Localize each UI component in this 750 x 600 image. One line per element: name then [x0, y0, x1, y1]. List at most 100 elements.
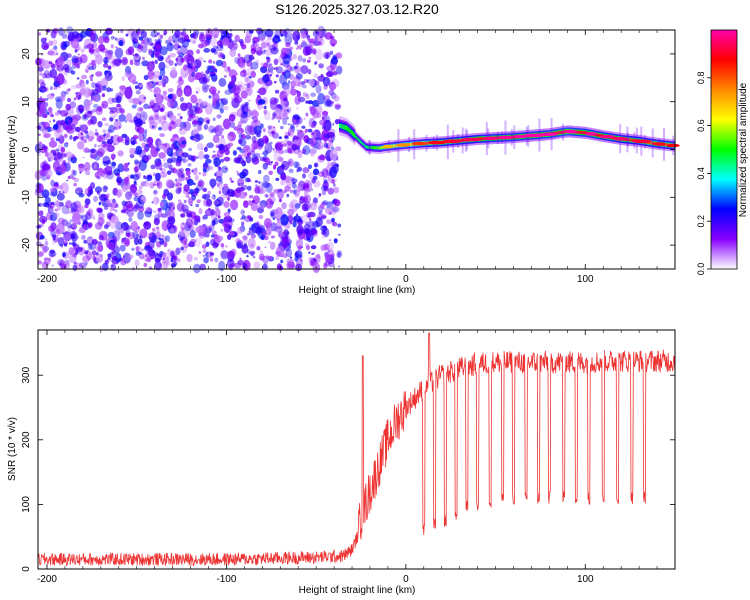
noise-blob — [175, 247, 181, 256]
noise-blob — [291, 178, 298, 184]
noise-blob — [311, 178, 316, 184]
noise-blob — [176, 91, 181, 96]
noise-blob — [63, 64, 70, 70]
noise-blob — [112, 230, 121, 242]
noise-blob — [187, 244, 191, 247]
noise-blob — [248, 36, 251, 40]
noise-blob — [236, 130, 242, 135]
noise-blob — [323, 133, 331, 139]
noise-blob — [265, 222, 272, 229]
noise-blob — [293, 161, 299, 169]
noise-blob — [50, 212, 58, 222]
noise-blob — [234, 34, 240, 43]
noise-blob — [175, 188, 181, 195]
noise-blob — [275, 177, 280, 181]
noise-blob — [317, 99, 320, 104]
ridge-strip — [631, 138, 634, 142]
noise-blob — [54, 212, 60, 218]
ridge-peak — [427, 140, 446, 145]
ridge-strip — [365, 145, 368, 149]
noise-blob — [84, 213, 92, 220]
noise-blob — [324, 32, 333, 40]
noise-blob — [138, 246, 143, 253]
noise-blob — [132, 231, 139, 240]
noise-blob — [72, 264, 78, 271]
noise-blob — [71, 154, 76, 160]
noise-blob — [213, 33, 218, 39]
noise-blob — [49, 191, 54, 197]
noise-blob — [81, 74, 88, 80]
ridge-strip — [652, 141, 654, 145]
noise-blob — [77, 53, 81, 56]
noise-blob — [182, 208, 189, 214]
ridge-strip — [377, 146, 380, 150]
noise-blob — [253, 261, 261, 269]
noise-blob — [219, 108, 224, 114]
noise-blob — [63, 70, 68, 76]
noise-blob — [253, 114, 256, 116]
noise-blob — [67, 151, 72, 158]
noise-blob — [61, 33, 68, 39]
noise-blob — [176, 84, 182, 91]
noise-blob — [90, 115, 97, 125]
noise-blob — [318, 193, 322, 197]
noise-blob — [151, 51, 155, 54]
noise-blob — [312, 30, 319, 38]
noise-blob — [321, 190, 326, 196]
noise-blob — [289, 189, 294, 194]
noise-blob — [245, 77, 249, 83]
noise-blob — [208, 224, 215, 231]
noise-blob — [250, 243, 254, 247]
noise-blob — [89, 244, 93, 250]
noise-blob — [268, 255, 272, 260]
noise-blob — [223, 215, 232, 223]
noise-blob — [281, 202, 287, 210]
noise-blob — [208, 165, 214, 171]
noise-blob — [229, 121, 236, 128]
noise-blob — [55, 148, 59, 152]
noise-blob — [205, 227, 212, 234]
noise-blob — [68, 254, 77, 264]
noise-blob — [203, 257, 209, 264]
ridge-peak — [396, 143, 411, 147]
noise-blob — [139, 111, 148, 122]
noise-blob — [286, 116, 289, 120]
spectrogram-x-tick-label: -100 — [216, 274, 236, 285]
noise-blob — [307, 164, 313, 169]
noise-blob — [250, 66, 253, 70]
noise-blob — [200, 105, 203, 107]
noise-blob — [124, 176, 129, 183]
noise-blob — [120, 108, 125, 114]
noise-blob — [151, 235, 158, 244]
noise-blob — [150, 75, 159, 82]
noise-blob — [43, 44, 49, 49]
noise-blob — [192, 168, 198, 176]
noise-blob — [280, 125, 284, 130]
noise-blob — [310, 228, 318, 235]
ridge-strip — [596, 133, 598, 137]
ridge-strip — [482, 137, 484, 141]
noise-blob — [260, 62, 265, 67]
noise-blob — [264, 246, 267, 249]
noise-blob — [134, 53, 139, 57]
noise-blob — [194, 98, 203, 106]
noise-blob — [239, 70, 247, 78]
spectrogram-x-tick-label: -200 — [37, 274, 57, 285]
noise-blob — [87, 135, 94, 142]
noise-blob — [280, 259, 284, 264]
noise-blob — [295, 47, 299, 50]
noise-blob — [325, 71, 334, 78]
noise-blob — [39, 96, 43, 99]
noise-blob — [309, 38, 317, 44]
noise-blob — [321, 230, 327, 235]
noise-blob — [268, 170, 274, 175]
noise-blob — [56, 192, 65, 201]
noise-blob — [286, 140, 293, 146]
noise-blob — [235, 187, 242, 194]
ridge-strip — [564, 130, 566, 134]
noise-blob — [217, 90, 220, 94]
noise-blob — [154, 253, 163, 262]
noise-blob — [324, 253, 331, 262]
noise-blob — [255, 59, 260, 66]
noise-blob — [50, 137, 55, 142]
